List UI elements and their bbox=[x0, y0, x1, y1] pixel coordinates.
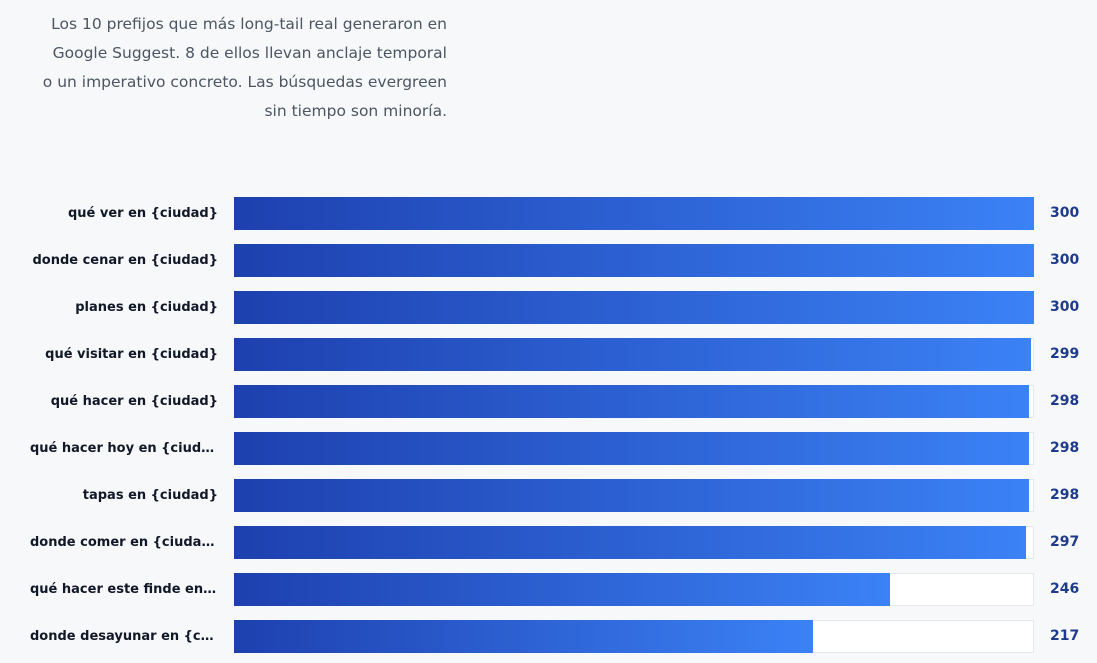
bar-label: donde desayunar en {ciu… bbox=[30, 629, 218, 644]
bar bbox=[234, 479, 1029, 512]
bar bbox=[234, 338, 1031, 371]
bar-row: donde desayunar en {ciu… 217 bbox=[0, 620, 1097, 653]
bar-label: qué hacer este finde en {… bbox=[30, 582, 218, 597]
bar-value-label: 300 bbox=[1050, 205, 1080, 221]
bar-value-label: 297 bbox=[1050, 534, 1080, 550]
bar bbox=[234, 385, 1029, 418]
bar-row: qué visitar en {ciudad} 299 bbox=[0, 338, 1097, 371]
bar-label: qué hacer en {ciudad} bbox=[50, 394, 218, 409]
bar-value-label: 300 bbox=[1050, 252, 1080, 268]
bar-label: planes en {ciudad} bbox=[75, 300, 218, 315]
bar-row: qué hacer este finde en {… 246 bbox=[0, 573, 1097, 606]
bar-row: tapas en {ciudad} 298 bbox=[0, 479, 1097, 512]
bar bbox=[234, 620, 813, 653]
bar-value-label: 298 bbox=[1050, 487, 1080, 503]
bar-row: qué hacer hoy en {ciudad} 298 bbox=[0, 432, 1097, 465]
bar-label: donde comer en {ciudad} bbox=[30, 535, 218, 550]
bar bbox=[234, 197, 1034, 230]
bar bbox=[234, 432, 1029, 465]
bar-row: qué ver en {ciudad} 300 bbox=[0, 197, 1097, 230]
bar-value-label: 246 bbox=[1050, 581, 1080, 597]
bar-label: donde cenar en {ciudad} bbox=[32, 253, 218, 268]
bar-label: qué ver en {ciudad} bbox=[67, 206, 218, 221]
bar bbox=[234, 526, 1026, 559]
bar-row: donde comer en {ciudad} 297 bbox=[0, 526, 1097, 559]
bar bbox=[234, 573, 890, 606]
bar-label: qué hacer hoy en {ciudad} bbox=[30, 441, 218, 456]
bar-row: donde cenar en {ciudad} 300 bbox=[0, 244, 1097, 277]
bar bbox=[234, 291, 1034, 324]
bar-label: tapas en {ciudad} bbox=[82, 488, 218, 503]
bar-row: planes en {ciudad} 300 bbox=[0, 291, 1097, 324]
bar-value-label: 300 bbox=[1050, 299, 1080, 315]
bar-value-label: 299 bbox=[1050, 346, 1080, 362]
bar-row: qué hacer en {ciudad} 298 bbox=[0, 385, 1097, 418]
bar-value-label: 217 bbox=[1050, 628, 1080, 644]
bar bbox=[234, 244, 1034, 277]
chart-description: Los 10 prefijos que más long-tail real g… bbox=[42, 15, 447, 120]
bar-value-label: 298 bbox=[1050, 440, 1080, 456]
bar-value-label: 298 bbox=[1050, 393, 1080, 409]
bar-label: qué visitar en {ciudad} bbox=[45, 347, 218, 362]
